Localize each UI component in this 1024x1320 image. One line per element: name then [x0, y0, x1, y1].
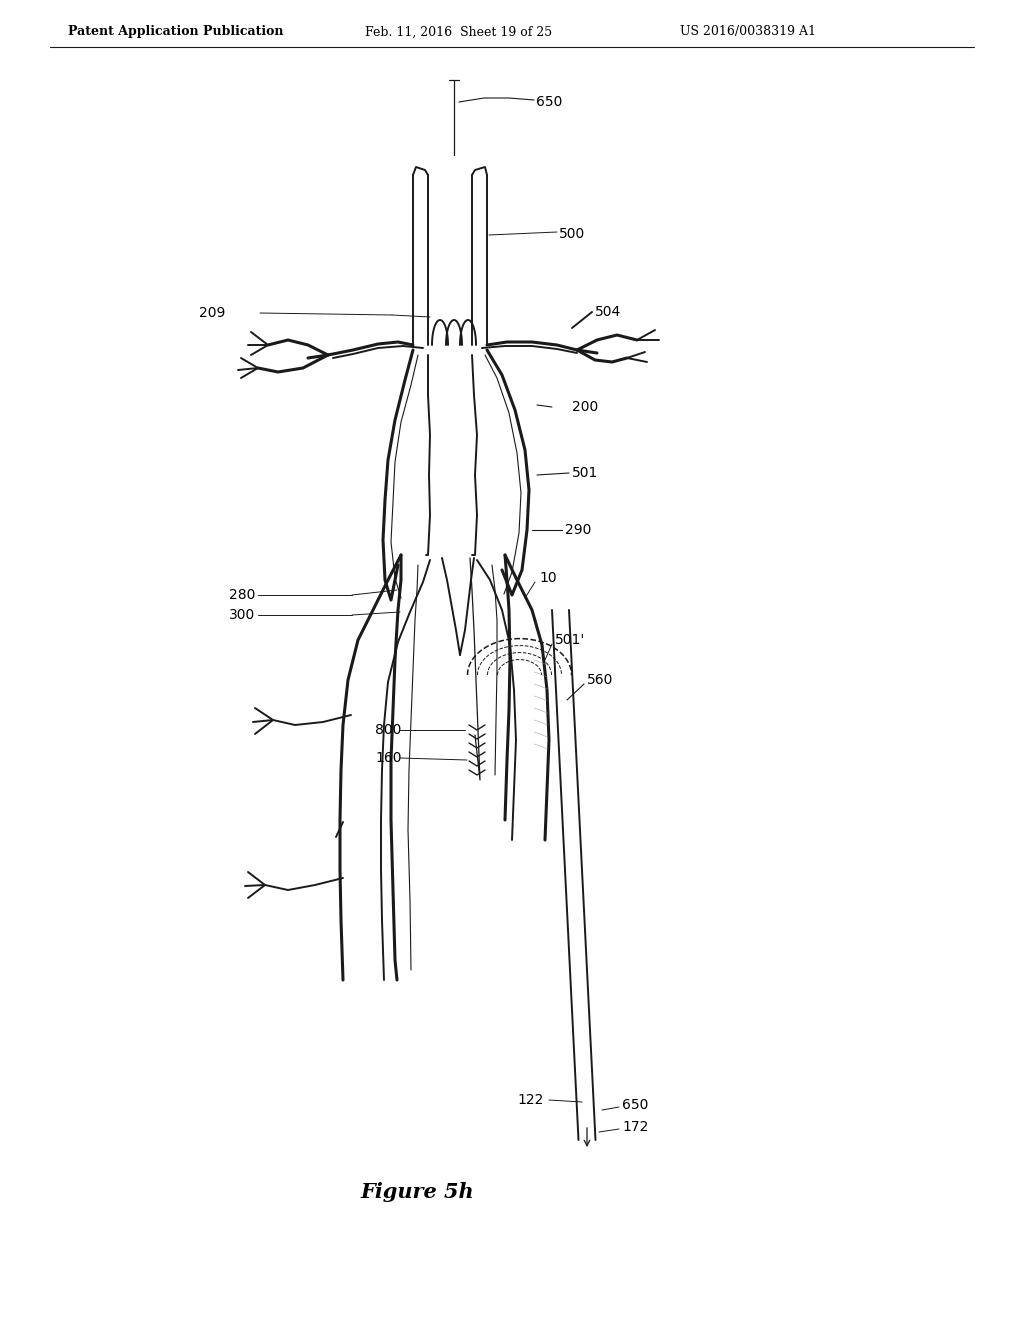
Text: 209: 209	[199, 306, 225, 319]
Text: 200: 200	[572, 400, 598, 414]
Text: 501: 501	[572, 466, 598, 480]
Text: Figure 5h: Figure 5h	[360, 1181, 474, 1203]
Text: 280: 280	[228, 587, 255, 602]
Text: 504: 504	[595, 305, 622, 319]
Text: 650: 650	[536, 95, 562, 110]
Text: 560: 560	[587, 673, 613, 686]
Text: US 2016/0038319 A1: US 2016/0038319 A1	[680, 25, 816, 38]
Text: 501': 501'	[555, 634, 586, 647]
Text: 10: 10	[539, 572, 557, 585]
Text: 500: 500	[559, 227, 586, 242]
Text: 160: 160	[375, 751, 401, 766]
Text: Patent Application Publication: Patent Application Publication	[68, 25, 284, 38]
Text: 300: 300	[228, 609, 255, 622]
Text: 172: 172	[622, 1119, 648, 1134]
Text: 650: 650	[622, 1098, 648, 1111]
Text: Feb. 11, 2016  Sheet 19 of 25: Feb. 11, 2016 Sheet 19 of 25	[365, 25, 552, 38]
Text: 800: 800	[375, 723, 401, 737]
Text: 122: 122	[517, 1093, 544, 1107]
Text: 290: 290	[565, 523, 592, 537]
